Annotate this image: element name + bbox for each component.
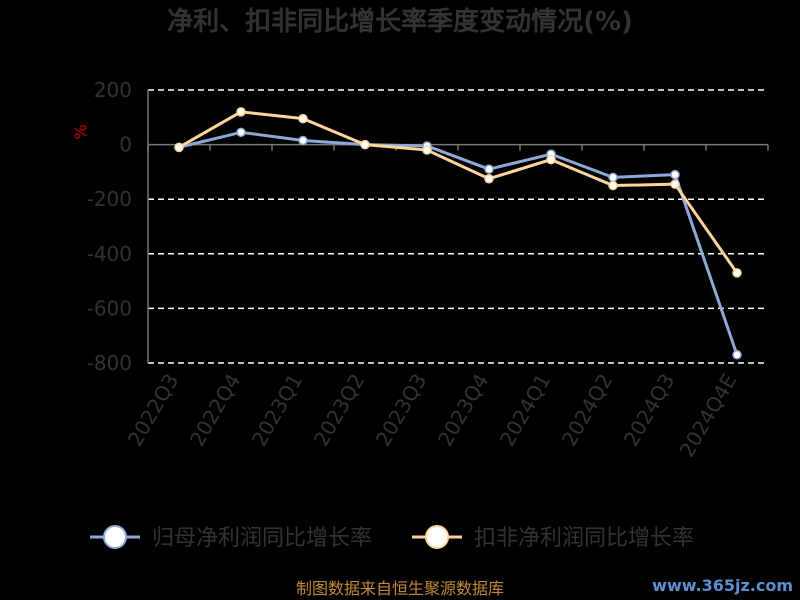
- source-note: 制图数据来自恒生聚源数据库: [296, 579, 504, 598]
- data-point: [236, 127, 246, 138]
- legend-label: 归母净利润同比增长率: [152, 526, 372, 551]
- axis-layer: [147, 90, 769, 363]
- data-point: [236, 107, 246, 117]
- legend[interactable]: 归母净利润同比增长率 扣非净利润同比增长率: [90, 525, 694, 551]
- data-point: [608, 180, 618, 191]
- data-point: [298, 113, 308, 124]
- legend-item[interactable]: 归母净利润同比增长率: [90, 525, 372, 551]
- legend-marker: [425, 525, 449, 549]
- y-tick-labels: 200 0 -200 -400 -600 -800: [87, 78, 132, 375]
- x-tick-label: 2024Q3: [619, 370, 679, 451]
- x-tick-label: 2023Q3: [371, 370, 431, 451]
- y-tick-label: -800: [87, 351, 132, 375]
- data-point: [360, 139, 370, 150]
- x-tick-label: 2023Q4: [433, 370, 493, 451]
- series-layer: [174, 107, 742, 360]
- x-tick-label: 2024Q4E: [675, 370, 742, 462]
- watermark: www.365jz.com: [652, 576, 793, 595]
- y-tick-label: -600: [87, 296, 132, 320]
- x-tick-labels: 2022Q3 2022Q4 2023Q1 2023Q2 2023Q3 2023Q4 2024…: [123, 370, 741, 462]
- grid-layer: [148, 89, 768, 364]
- data-point: [732, 350, 742, 360]
- data-point: [484, 173, 494, 184]
- data-point: [422, 145, 432, 155]
- data-point: [298, 135, 308, 146]
- data-point: [732, 268, 742, 278]
- x-tick-label: 2023Q1: [247, 370, 307, 451]
- y-axis-unit: %: [71, 124, 90, 139]
- y-tick-label: -200: [87, 187, 132, 211]
- series-line: [178, 110, 739, 274]
- data-point: [670, 169, 680, 180]
- data-point: [546, 154, 556, 165]
- y-tick-label: 0: [119, 133, 132, 157]
- y-tick-label: -400: [87, 242, 132, 266]
- x-tick-label: 2024Q2: [557, 370, 617, 451]
- y-tick-label: 200: [94, 78, 132, 102]
- data-point: [608, 172, 618, 183]
- chart-title: 净利、扣非同比增长率季度变动情况(%): [167, 6, 633, 37]
- data-point: [174, 142, 184, 153]
- legend-marker: [103, 525, 127, 549]
- x-tick-label: 2022Q3: [123, 370, 183, 451]
- legend-item[interactable]: 扣非净利润同比增长率: [412, 525, 694, 551]
- data-point: [670, 179, 680, 189]
- x-tick-label: 2024Q1: [495, 370, 555, 451]
- x-tick-label: 2022Q4: [185, 370, 245, 451]
- legend-label: 扣非净利润同比增长率: [474, 526, 694, 551]
- x-tick-label: 2023Q2: [309, 370, 369, 451]
- series-line: [178, 130, 739, 356]
- data-point: [484, 164, 494, 174]
